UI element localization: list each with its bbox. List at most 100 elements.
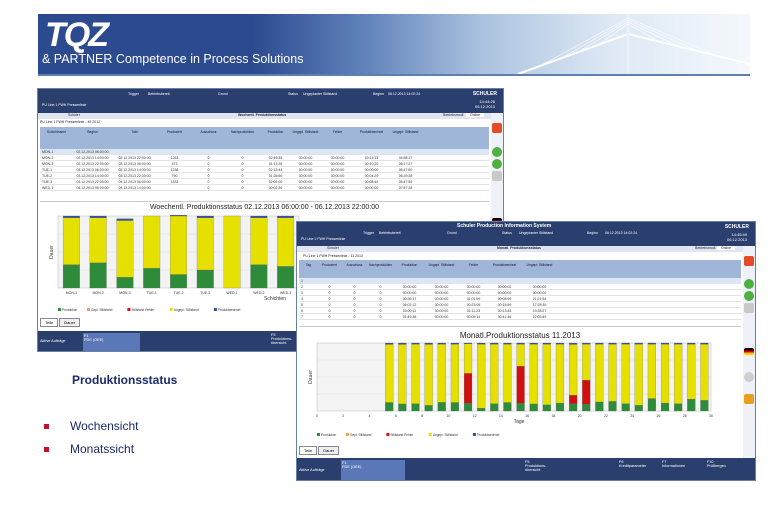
mode-select[interactable]: Online	[466, 113, 485, 117]
bar-segment[interactable]	[477, 408, 486, 412]
bar-segment[interactable]	[116, 218, 134, 221]
bar-segment[interactable]	[542, 344, 551, 405]
bar-segment[interactable]	[634, 342, 643, 345]
bar-segment[interactable]	[62, 215, 80, 218]
tab-teile[interactable]: Teile	[40, 318, 59, 327]
bar-segment[interactable]	[89, 217, 107, 263]
table-row[interactable]: 6 0 0 0 00:00:11 00:00:00 01:11:23 00:13:44 19:2…	[299, 308, 741, 314]
bar-segment[interactable]	[608, 401, 617, 412]
bar-segment[interactable]	[385, 344, 394, 403]
bar-segment[interactable]	[450, 344, 459, 403]
bar-segment[interactable]	[170, 215, 187, 275]
bar-segment[interactable]	[647, 344, 656, 399]
bar-segment[interactable]	[608, 344, 617, 402]
bar-segment[interactable]	[424, 344, 433, 406]
fn-production-overview[interactable]: F5 Produktions-übersicht	[525, 460, 559, 472]
bar-segment[interactable]	[89, 262, 107, 289]
bar-segment[interactable]	[477, 344, 486, 409]
bar-segment[interactable]	[529, 403, 538, 412]
bar-segment[interactable]	[582, 379, 591, 405]
bar-segment[interactable]	[62, 264, 80, 289]
bar-segment[interactable]	[503, 402, 512, 412]
close-icon[interactable]	[744, 256, 754, 266]
bar-segment[interactable]	[437, 344, 446, 403]
bar-segment[interactable]	[385, 402, 394, 412]
bar-segment[interactable]	[143, 268, 161, 289]
fn-pde-oee[interactable]: F1 PDE (OEE)	[341, 460, 405, 480]
bar-segment[interactable]	[277, 217, 295, 267]
bar-segment[interactable]	[674, 403, 683, 412]
bar-segment[interactable]	[196, 269, 214, 289]
bar-segment[interactable]	[660, 402, 670, 412]
fn-active-orders[interactable]: Aktive Aufträge	[299, 468, 325, 472]
bar-segment[interactable]	[516, 344, 525, 367]
bar-segment[interactable]	[450, 402, 459, 412]
bar-segment[interactable]	[463, 402, 473, 412]
table-row[interactable]: 2 0 0 0 00:00:00 00:00:00 00:00:00 00:00:00 00:0…	[299, 284, 741, 290]
bar-segment[interactable]	[490, 342, 499, 345]
column-header[interactable]: Tag	[305, 263, 312, 267]
bar-segment[interactable]	[277, 215, 295, 218]
bar-segment[interactable]	[555, 344, 565, 404]
bar-segment[interactable]	[411, 342, 420, 345]
column-header[interactable]: Produziert	[166, 130, 183, 134]
column-header[interactable]: Schichtname	[46, 130, 67, 134]
bar-segment[interactable]	[595, 342, 604, 345]
bar-segment[interactable]	[463, 373, 473, 404]
bar-segment[interactable]	[89, 215, 107, 218]
bar-segment[interactable]	[411, 344, 420, 404]
settings-icon[interactable]	[744, 372, 754, 382]
table-row[interactable]: MON-3 02.12.2013 22:00:00 03.12.2013 06:00…	[40, 161, 489, 167]
bar-segment[interactable]	[424, 405, 433, 412]
print-icon[interactable]	[492, 171, 502, 181]
table-row[interactable]: TUE-2 03.12.2013 14:00:00 03.12.2013 22:00…	[40, 173, 489, 179]
bar-segment[interactable]	[424, 342, 433, 345]
column-header[interactable]: Produktion	[267, 130, 284, 134]
tab-dauer[interactable]: Dauer	[59, 318, 81, 327]
fn-active-orders[interactable]: Aktive Aufträge	[40, 339, 66, 343]
table-row[interactable]: TUE-1 03.12.2013 06:00:00 03.12.2013 14:00…	[40, 167, 489, 173]
bar-segment[interactable]	[277, 266, 295, 289]
bar-segment[interactable]	[398, 342, 407, 345]
german-flag-icon[interactable]	[744, 348, 754, 355]
back-icon[interactable]	[492, 147, 502, 157]
forward-icon[interactable]	[744, 291, 754, 301]
bar-segment[interactable]	[529, 342, 538, 345]
bar-segment[interactable]	[700, 344, 709, 401]
table-row[interactable]: MON-1 02.12.2013 06:00:00	[40, 149, 489, 155]
table-row[interactable]: 3 0 0 0 00:00:00 00:00:00 00:00:00 00:00:00 00:0…	[299, 290, 741, 296]
column-header[interactable]: Nachproduktion	[369, 263, 393, 267]
bar-segment[interactable]	[170, 274, 187, 289]
bar-segment[interactable]	[660, 342, 670, 345]
bar-segment[interactable]	[116, 220, 134, 278]
bar-segment[interactable]	[569, 395, 578, 404]
column-header[interactable]: Produktwechsel	[492, 263, 517, 267]
bar-segment[interactable]	[223, 215, 241, 289]
bar-segment[interactable]	[582, 404, 591, 412]
bar-segment[interactable]	[542, 342, 551, 345]
bar-segment[interactable]	[411, 403, 420, 412]
bar-segment[interactable]	[555, 342, 565, 345]
table-row[interactable]: 1	[299, 278, 741, 284]
fn-production-overview[interactable]: F5 Produktions-übersicht	[271, 333, 301, 345]
bar-segment[interactable]	[687, 344, 696, 400]
bar-segment[interactable]	[170, 214, 187, 217]
bar-segment[interactable]	[516, 366, 525, 404]
bar-segment[interactable]	[595, 344, 604, 403]
bar-segment[interactable]	[516, 342, 525, 345]
column-header[interactable]: Nachproduktion	[230, 130, 255, 134]
table-row[interactable]: 5 0 0 0 06:02:12 00:00:00 00:23:06 00:15:59 17:2…	[299, 302, 741, 308]
bar-segment[interactable]	[116, 277, 134, 289]
bar-segment[interactable]	[437, 402, 446, 412]
bar-segment[interactable]	[437, 342, 446, 345]
bar-segment[interactable]	[700, 400, 709, 412]
bar-segment[interactable]	[569, 342, 578, 345]
bar-segment[interactable]	[62, 217, 80, 265]
bar-segment[interactable]	[450, 342, 459, 345]
bar-segment[interactable]	[555, 402, 565, 412]
bar-segment[interactable]	[647, 342, 656, 345]
fn-pruefbergen[interactable]: F10 Prüfbergen	[707, 460, 726, 468]
bar-segment[interactable]	[250, 215, 268, 218]
fn-pde-oee[interactable]: F1 PDE (OEE)	[83, 333, 140, 351]
table-row[interactable]: WED-1 04.12.2013 06:00:00 04.12.2013 14:00…	[40, 185, 489, 191]
